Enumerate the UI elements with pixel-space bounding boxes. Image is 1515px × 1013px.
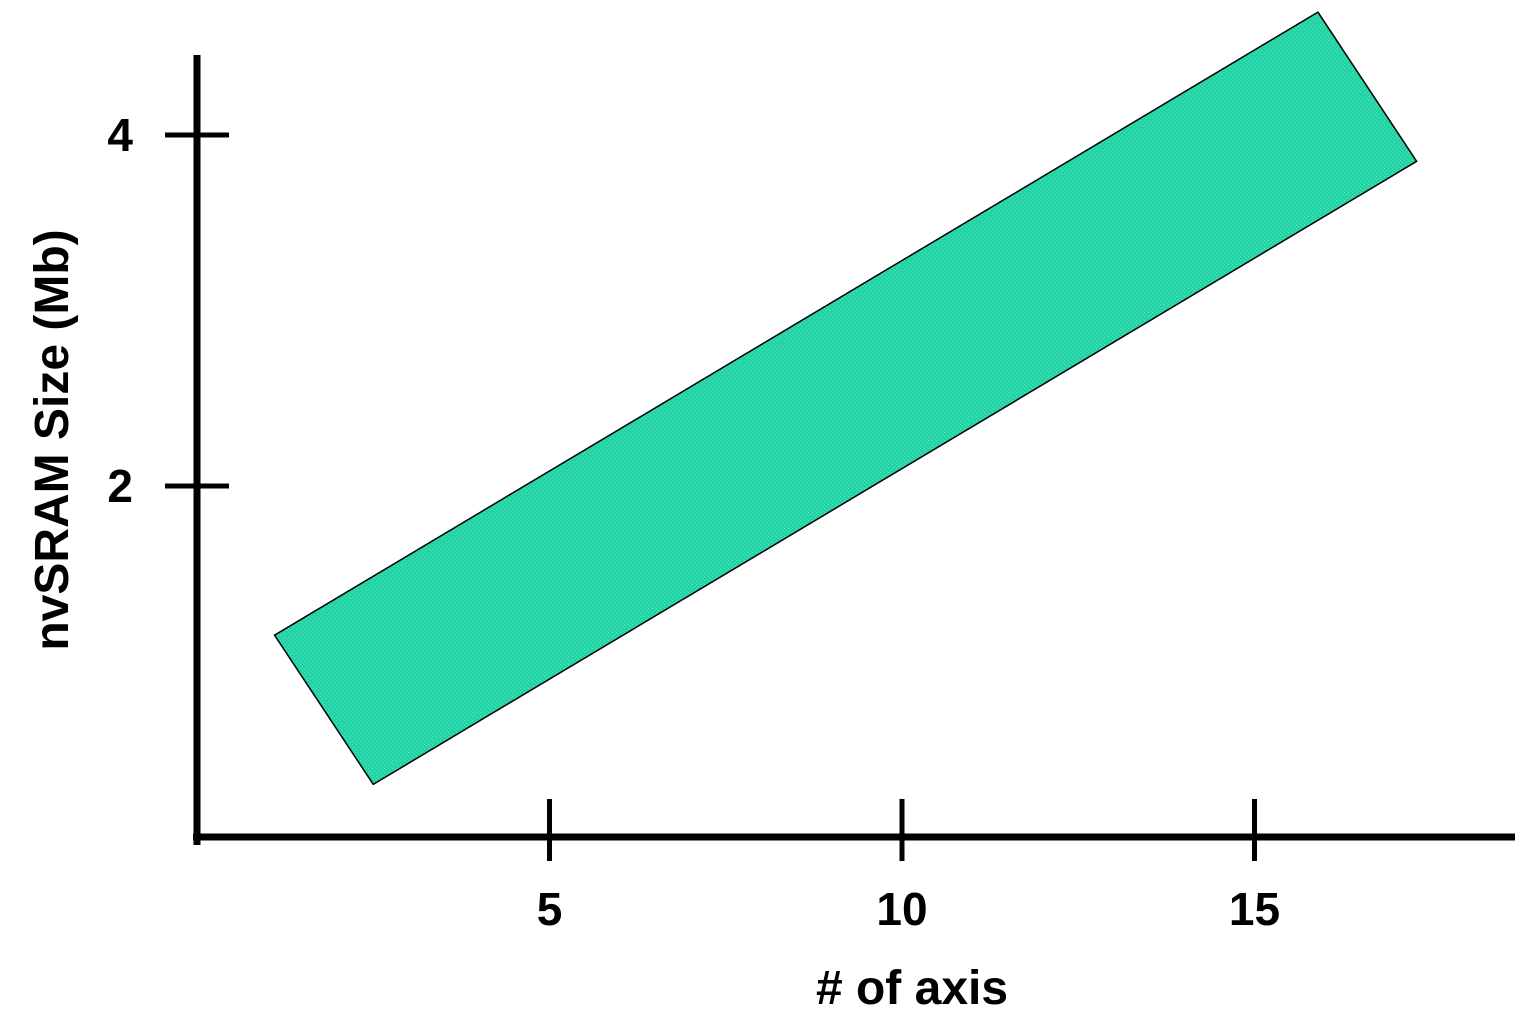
x-axis-title: # of axis: [816, 962, 1008, 1013]
y-tick-label: 2: [107, 460, 133, 512]
y-ticks: 24: [107, 109, 229, 512]
x-tick-label: 10: [876, 883, 927, 935]
x-tick-label: 5: [537, 883, 563, 935]
y-axis-title: nvSRAM Size (Mb): [26, 229, 79, 650]
y-tick-label: 4: [107, 109, 133, 161]
range-band: [273, 11, 1418, 786]
x-tick-label: 15: [1229, 883, 1280, 935]
x-ticks: 5 10 15: [537, 799, 1280, 935]
